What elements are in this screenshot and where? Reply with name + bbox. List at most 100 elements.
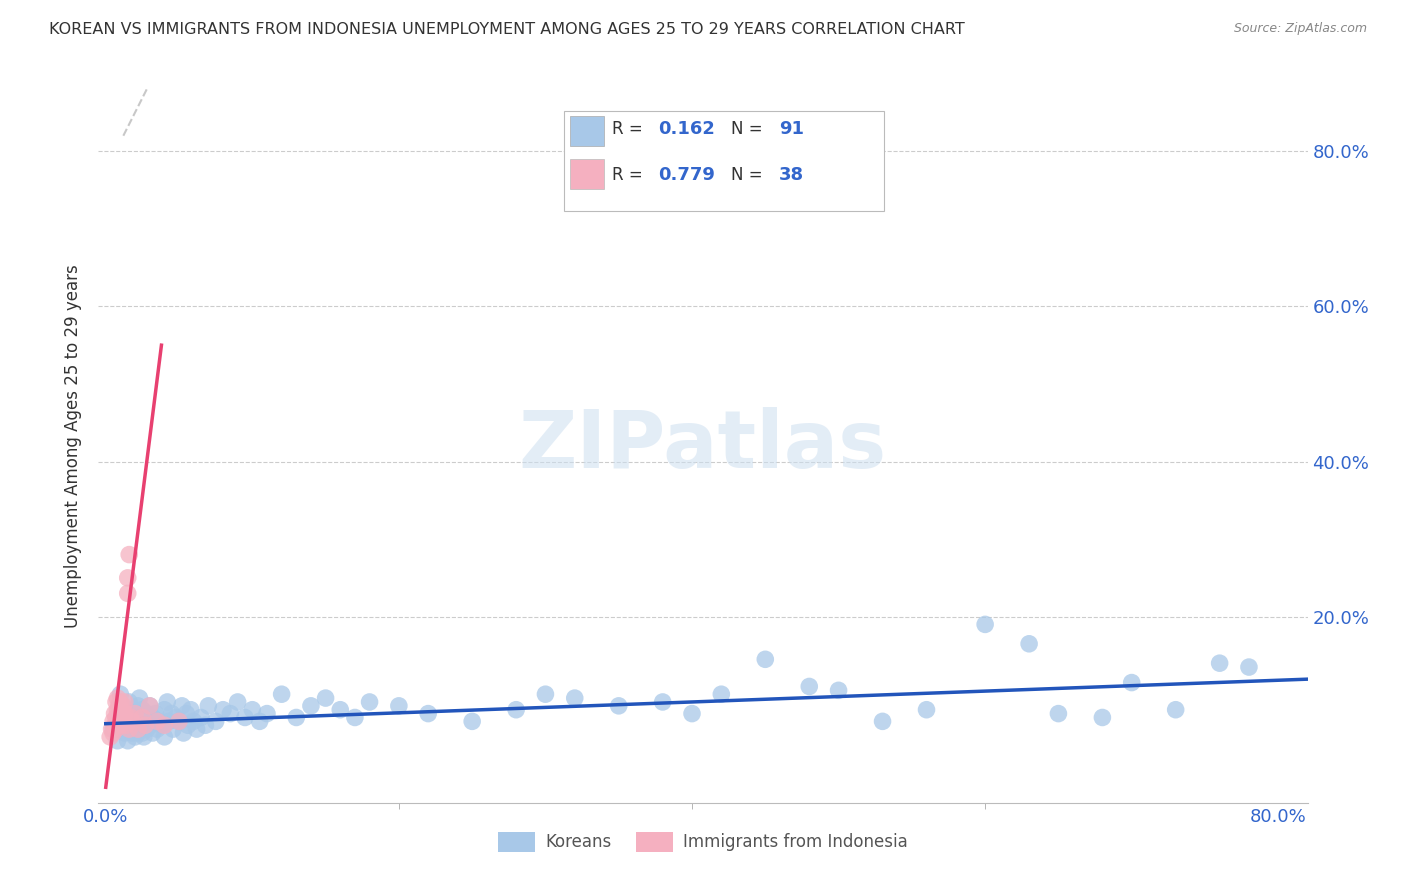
Point [418,706,440,721]
Point [285,710,308,724]
Point [219,706,242,721]
Point [299,698,322,713]
Point [105,710,128,724]
Point [872,714,894,729]
Point [177,718,200,732]
Point [1164,703,1187,717]
Point [131,726,153,740]
Point [1018,637,1040,651]
Point [120,710,142,724]
Point [172,726,194,740]
Point [146,722,169,736]
Point [153,730,176,744]
Point [1208,656,1230,670]
Point [128,691,150,706]
Point [131,710,153,724]
Point [167,714,190,729]
Point [117,586,139,600]
Point [1121,675,1143,690]
Point [607,698,630,713]
Point [343,710,366,724]
Point [132,714,155,729]
Point [146,714,169,729]
Point [110,710,132,724]
Point [107,714,129,729]
Point [121,714,143,729]
Point [148,714,170,729]
Text: 91: 91 [779,120,804,138]
Point [270,687,292,701]
Point [156,695,179,709]
Point [100,722,122,736]
Bar [569,116,603,146]
Point [110,706,132,721]
Point [117,703,139,717]
Point [114,706,136,721]
Point [167,714,190,729]
Point [101,722,124,736]
Point [134,718,156,732]
Point [103,718,125,732]
Text: 0.162: 0.162 [658,120,716,138]
Point [226,695,249,709]
Point [110,687,132,701]
Point [114,726,136,740]
Point [212,703,235,717]
Point [142,726,165,740]
Point [111,714,134,729]
Point [799,680,821,694]
Text: ZIPatlas: ZIPatlas [519,407,887,485]
FancyBboxPatch shape [564,111,884,211]
Point [101,714,124,729]
Point [112,718,135,732]
Text: KOREAN VS IMMIGRANTS FROM INDONESIA UNEMPLOYMENT AMONG AGES 25 TO 29 YEARS CORRE: KOREAN VS IMMIGRANTS FROM INDONESIA UNEM… [49,22,965,37]
Point [240,703,263,717]
Point [108,698,131,713]
Point [105,695,128,709]
Point [118,548,141,562]
Text: 38: 38 [779,166,804,184]
Point [111,703,134,717]
Point [118,695,141,709]
Text: R =: R = [613,166,643,184]
Point [1237,660,1260,674]
Point [329,703,352,717]
Text: N =: N = [731,166,762,184]
Point [183,714,205,729]
Point [176,706,198,721]
Point [98,730,121,744]
Point [165,710,187,724]
Point [112,710,135,724]
Point [827,683,849,698]
Point [124,730,146,744]
Point [681,706,703,721]
Point [157,714,180,729]
Point [103,706,125,721]
Point [160,706,183,721]
Point [127,698,149,713]
Point [249,714,271,729]
Point [564,691,586,706]
Point [142,710,165,724]
Point [974,617,997,632]
Point [651,695,673,709]
Point [138,698,160,713]
Point [534,687,557,701]
Point [461,714,484,729]
Point [315,691,337,706]
Point [118,722,141,736]
Point [150,718,173,732]
Point [114,695,136,709]
Point [107,691,129,706]
Point [132,730,155,744]
Point [121,710,143,724]
Point [135,706,157,721]
Text: Source: ZipAtlas.com: Source: ZipAtlas.com [1233,22,1367,36]
Point [1091,710,1114,724]
Text: 0.779: 0.779 [658,166,716,184]
Legend: Koreans, Immigrants from Indonesia: Koreans, Immigrants from Indonesia [492,825,914,859]
Point [129,710,152,724]
Point [115,718,138,732]
Point [117,571,139,585]
Point [138,698,160,713]
